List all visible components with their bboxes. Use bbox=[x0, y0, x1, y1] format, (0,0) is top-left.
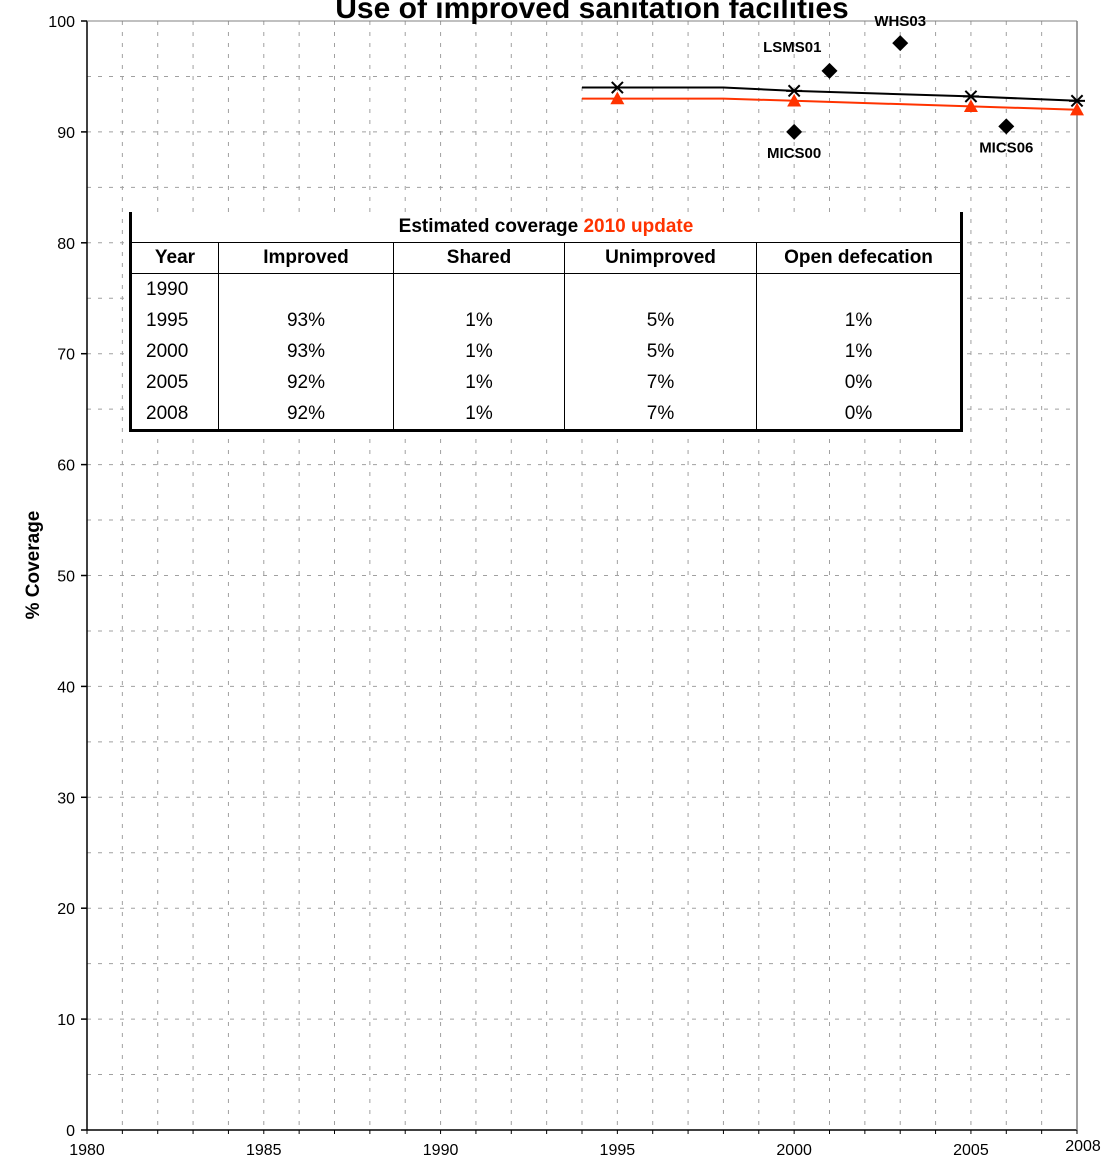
survey-point bbox=[998, 118, 1015, 135]
table-cell: 2008 bbox=[146, 402, 189, 424]
table-cell: 93% bbox=[218, 305, 394, 336]
table-cell: 2000 bbox=[146, 340, 189, 362]
y-tick-label: 50 bbox=[57, 569, 75, 586]
table-cell: 5% bbox=[564, 336, 757, 367]
survey-label: MICS00 bbox=[767, 145, 821, 162]
series-point bbox=[1070, 102, 1084, 116]
column-header: Improved bbox=[218, 243, 394, 274]
y-tick-label: 80 bbox=[57, 236, 75, 253]
survey-points: MICS00 LSMS01 WHS03 MICS06 bbox=[763, 13, 1033, 162]
table-cell bbox=[393, 273, 565, 305]
series-point bbox=[963, 99, 978, 112]
survey-label: LSMS01 bbox=[763, 39, 821, 56]
table-cell: 1% bbox=[756, 336, 960, 367]
table-header-row: Year Improved Shared Unimproved Open def… bbox=[132, 243, 960, 274]
x-tick-label: 1980 bbox=[69, 1142, 105, 1159]
y-tick-label: 70 bbox=[57, 347, 75, 364]
axes: 0 10 20 30 40 50 60 70 80 90 100 1980 1985 1990 1995 20… bbox=[48, 14, 1101, 1159]
table-row: 2005 92% 1% 7% 0% bbox=[132, 367, 960, 398]
y-tick-label: 100 bbox=[48, 14, 75, 31]
series-point bbox=[962, 90, 979, 103]
table-cell: 1% bbox=[393, 367, 565, 398]
series-point bbox=[787, 93, 802, 107]
x-tick-label: 1995 bbox=[600, 1142, 636, 1159]
survey-point bbox=[821, 62, 838, 79]
column-header: Open defecation bbox=[756, 243, 960, 274]
table-row: 1990 bbox=[132, 273, 960, 305]
table-cell: 0% bbox=[756, 367, 960, 398]
table-cell: 1% bbox=[393, 398, 565, 429]
x-tick-label: 1985 bbox=[246, 1142, 282, 1159]
series-layer bbox=[582, 81, 1085, 116]
x-tick-label: 2008 bbox=[1065, 1138, 1101, 1155]
coverage-table-title-prefix: Estimated coverage bbox=[398, 216, 584, 237]
y-tick-label: 90 bbox=[57, 125, 75, 142]
coverage-grid: Year Improved Shared Unimproved Open def… bbox=[132, 243, 960, 429]
y-tick-label: 20 bbox=[57, 901, 75, 918]
table-cell: 1% bbox=[393, 305, 565, 336]
table-cell: 2005 bbox=[146, 371, 189, 393]
coverage-table-title: Estimated coverage 2010 update bbox=[132, 212, 960, 243]
table-cell: 7% bbox=[564, 398, 757, 429]
table-cell: 1% bbox=[393, 336, 565, 367]
table-cell bbox=[756, 273, 960, 305]
table-cell: 1995 bbox=[146, 309, 189, 331]
y-tick-label: 0 bbox=[66, 1123, 75, 1140]
gridlines bbox=[87, 21, 1077, 1130]
x-tick-label: 1990 bbox=[423, 1142, 459, 1159]
survey-label: MICS06 bbox=[979, 139, 1033, 156]
y-axis-title: % Coverage bbox=[23, 511, 44, 620]
table-cell: 93% bbox=[218, 336, 394, 367]
table-cell bbox=[564, 273, 757, 305]
survey-label: WHS03 bbox=[874, 13, 926, 30]
chart-title: Use of improved sanitation facilities bbox=[335, 0, 848, 25]
column-header: Year bbox=[132, 243, 219, 274]
series-point bbox=[610, 91, 625, 105]
survey-point bbox=[786, 123, 803, 140]
table-row: 2008 92% 1% 7% 0% bbox=[132, 398, 960, 429]
series-point bbox=[609, 81, 626, 94]
table-cell bbox=[218, 273, 394, 305]
survey-point bbox=[892, 35, 909, 52]
y-tick-label: 40 bbox=[57, 679, 75, 696]
x-tick-label: 2005 bbox=[953, 1142, 989, 1159]
series-point bbox=[786, 84, 803, 98]
table-cell: 1% bbox=[756, 305, 960, 336]
y-tick-label: 60 bbox=[57, 458, 75, 475]
series-line bbox=[582, 97, 1078, 111]
table-cell: 1990 bbox=[146, 278, 189, 300]
table-cell: 0% bbox=[756, 398, 960, 429]
x-tick-label: 2000 bbox=[776, 1142, 812, 1159]
y-tick-label: 30 bbox=[57, 790, 75, 807]
table-cell: 92% bbox=[218, 398, 394, 429]
table-row: 2000 93% 1% 5% 1% bbox=[132, 336, 960, 367]
coverage-table: Estimated coverage 2010 update Year Impr… bbox=[129, 212, 963, 432]
column-header: Unimproved bbox=[564, 243, 757, 274]
table-cell: 7% bbox=[564, 367, 757, 398]
coverage-table-title-highlight: 2010 update bbox=[583, 216, 694, 237]
series-point bbox=[1069, 94, 1085, 108]
table-cell: 5% bbox=[564, 305, 757, 336]
table-cell: 92% bbox=[218, 367, 394, 398]
table-row: 1995 93% 1% 5% 1% bbox=[132, 305, 960, 336]
y-tick-label: 10 bbox=[57, 1012, 75, 1029]
column-header: Shared bbox=[393, 243, 565, 274]
